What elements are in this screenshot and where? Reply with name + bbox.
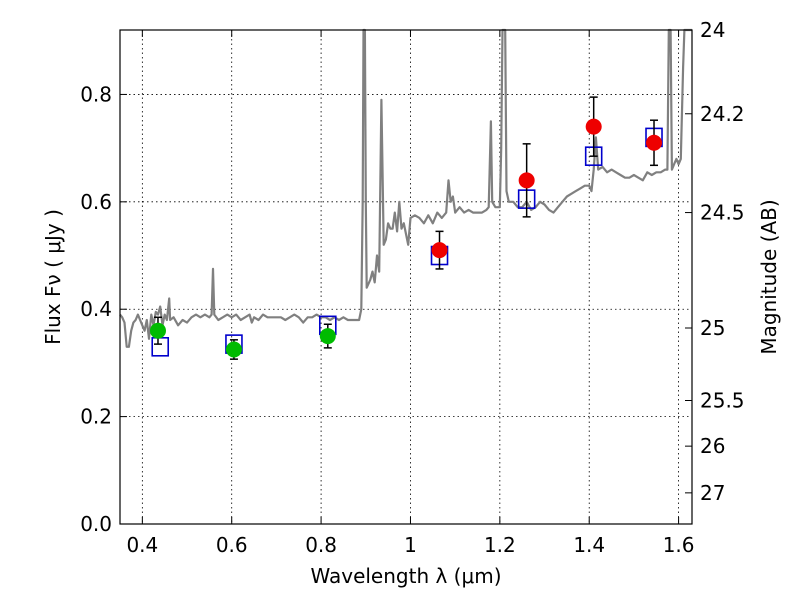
x-tick-label: 1: [404, 533, 417, 557]
right-tick-label: 25.5: [700, 389, 745, 413]
x-tick-label: 0.8: [305, 533, 337, 557]
observed-point-red: [431, 242, 448, 259]
x-tick-label: 1.2: [484, 533, 516, 557]
observed-point-green: [149, 322, 166, 339]
observed-point-red: [585, 118, 602, 135]
y-tick-label: 0.2: [80, 405, 112, 429]
y-tick-label: 0.8: [80, 82, 112, 106]
model-spectrum-line: [119, 28, 692, 348]
y-axis-ticks: 0.0 0.2 0.4 0.6 0.8: [80, 82, 127, 536]
y-tick-label: 0.6: [80, 190, 112, 214]
right-axis-label: Magnitude (AB): [757, 199, 781, 354]
x-axis-ticks: 0.4 0.6 0.8 1 1.2 1.4 1.6: [126, 30, 695, 557]
observed-point-red: [518, 172, 535, 189]
right-tick-label: 24: [700, 18, 725, 42]
y-axis-label: Flux Fν ( μJy ): [41, 209, 65, 345]
observed-point-green: [319, 328, 336, 345]
right-tick-label: 24.2: [700, 102, 745, 126]
observed-points-layer: [149, 118, 663, 358]
plot-frame: [119, 29, 693, 525]
right-axis-ticks: 24 24.2 24.5 25 25.5 26 27: [685, 18, 745, 505]
errorbar-layer: [153, 96, 659, 360]
right-tick-label: 27: [700, 481, 725, 505]
right-tick-label: 24.5: [700, 201, 745, 225]
x-tick-label: 0.4: [126, 533, 158, 557]
x-tick-label: 1.6: [663, 533, 695, 557]
observed-point-green: [225, 341, 242, 358]
observed-point-red: [646, 134, 663, 151]
x-tick-label: 1.4: [573, 533, 605, 557]
right-tick-label: 26: [700, 434, 725, 458]
y-tick-label: 0.0: [80, 512, 112, 536]
x-tick-label: 0.6: [216, 533, 248, 557]
x-axis-label: Wavelength λ (μm): [310, 564, 501, 588]
right-tick-label: 25: [700, 316, 725, 340]
y-tick-label: 0.4: [80, 297, 112, 321]
model-spectrum-layer: [119, 28, 692, 348]
